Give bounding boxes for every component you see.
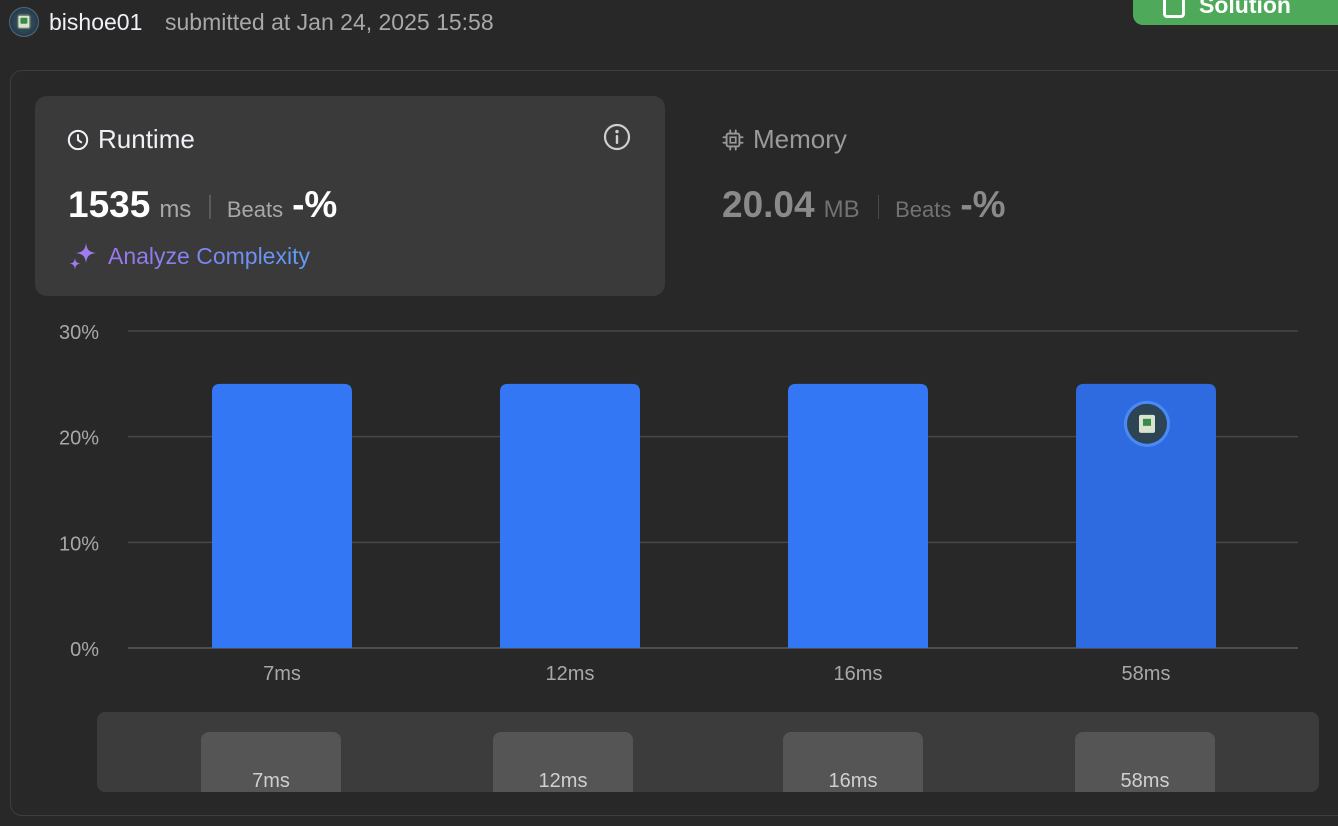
memory-value: 20.04 bbox=[722, 184, 815, 225]
range-tab[interactable]: 12ms bbox=[493, 732, 633, 792]
user-avatar[interactable] bbox=[9, 7, 39, 37]
submission-stats-panel bbox=[10, 70, 1338, 816]
x-tick-label: 7ms bbox=[263, 663, 301, 685]
memory-title-label: Memory bbox=[753, 124, 847, 154]
bar[interactable] bbox=[212, 383, 352, 648]
runtime-beats-value: -% bbox=[292, 184, 338, 225]
y-tick-label: 20% bbox=[59, 428, 99, 450]
username-link[interactable]: bishoe01 bbox=[49, 9, 143, 35]
range-tab[interactable]: 58ms bbox=[1075, 732, 1215, 792]
sparkle-icon bbox=[69, 243, 96, 270]
x-tick-label: 12ms bbox=[546, 663, 595, 685]
y-tick-label: 10% bbox=[59, 533, 99, 555]
range-selector: 7ms 12ms 16ms 58ms bbox=[97, 712, 1319, 792]
solution-button[interactable]: Solution bbox=[1133, 0, 1338, 25]
bar[interactable] bbox=[500, 383, 640, 648]
analyze-complexity-label: Analyze Complexity bbox=[108, 242, 310, 269]
clock-icon bbox=[67, 129, 89, 150]
divider bbox=[209, 195, 211, 219]
memory-title[interactable]: Memory bbox=[722, 124, 847, 155]
memory-beats-value: -% bbox=[960, 184, 1006, 225]
chip-icon bbox=[722, 128, 744, 151]
runtime-distribution-chart: 0% 10% 20% 30% 7ms 12ms 16ms 58ms bbox=[59, 322, 1298, 685]
runtime-title-label: Runtime bbox=[98, 124, 195, 154]
divider bbox=[877, 195, 880, 219]
robot-screen bbox=[1143, 418, 1151, 426]
solution-icon bbox=[1163, 0, 1185, 18]
bar[interactable] bbox=[788, 383, 928, 648]
y-tick-label: 0% bbox=[70, 639, 99, 661]
runtime-title: Runtime bbox=[67, 124, 195, 155]
analyze-complexity-button[interactable]: Analyze Complexity bbox=[68, 241, 310, 271]
memory-stats: 20.04 MB Beats -% bbox=[722, 184, 1006, 226]
submitted-timestamp: submitted at Jan 24, 2025 15:58 bbox=[165, 9, 494, 35]
range-tab[interactable]: 16ms bbox=[783, 732, 923, 792]
bar[interactable] bbox=[1076, 383, 1216, 648]
range-tab[interactable]: 7ms bbox=[201, 732, 341, 792]
solution-button-label: Solution bbox=[1199, 0, 1291, 18]
x-tick-label: 16ms bbox=[834, 663, 883, 685]
info-icon[interactable] bbox=[603, 123, 631, 151]
runtime-value: 1535 bbox=[68, 184, 151, 225]
submission-header: bishoe01 submitted at Jan 24, 2025 15:58 bbox=[0, 0, 1338, 50]
memory-beats-label: Beats bbox=[895, 197, 952, 222]
x-tick-label: 58ms bbox=[1122, 663, 1171, 685]
memory-unit: MB bbox=[823, 196, 860, 223]
runtime-stats: 1535 ms Beats -% bbox=[68, 184, 337, 226]
robot-avatar-icon bbox=[17, 14, 31, 30]
runtime-beats-label: Beats bbox=[226, 197, 284, 222]
runtime-card[interactable] bbox=[35, 96, 665, 296]
y-tick-label: 30% bbox=[59, 322, 99, 344]
runtime-unit: ms bbox=[159, 196, 192, 223]
